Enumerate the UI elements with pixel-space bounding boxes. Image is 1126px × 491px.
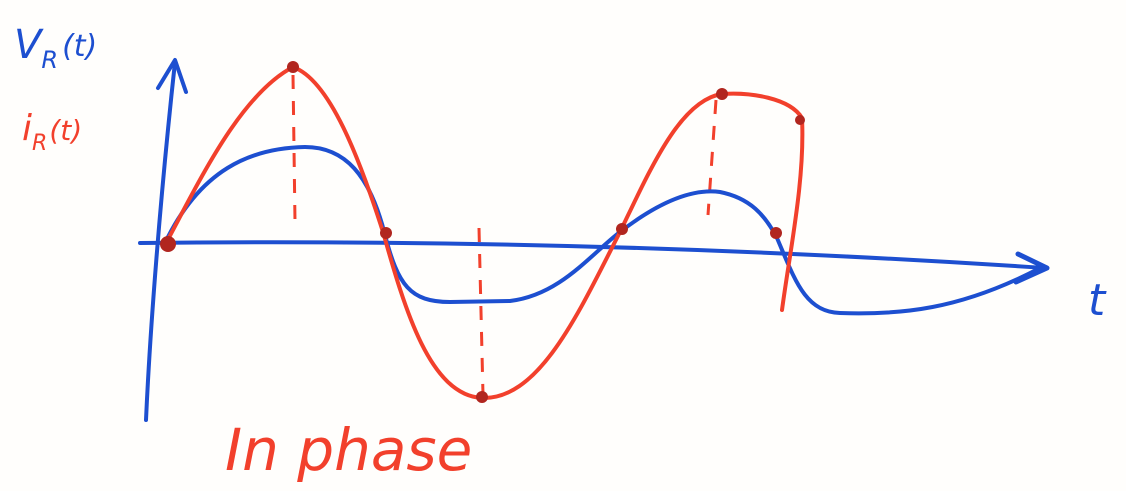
current-subscript: R xyxy=(32,131,47,156)
voltage-subscript: R xyxy=(41,46,58,74)
current-symbol: i xyxy=(22,108,32,149)
voltage-symbol: V xyxy=(14,22,44,68)
time-axis-label: t xyxy=(1088,275,1107,326)
diagram: VR(t) iR(t) t In phase xyxy=(0,0,1126,491)
voltage-argument: (t) xyxy=(62,29,97,64)
caption: In phase xyxy=(225,416,472,484)
current-argument: (t) xyxy=(49,114,82,147)
